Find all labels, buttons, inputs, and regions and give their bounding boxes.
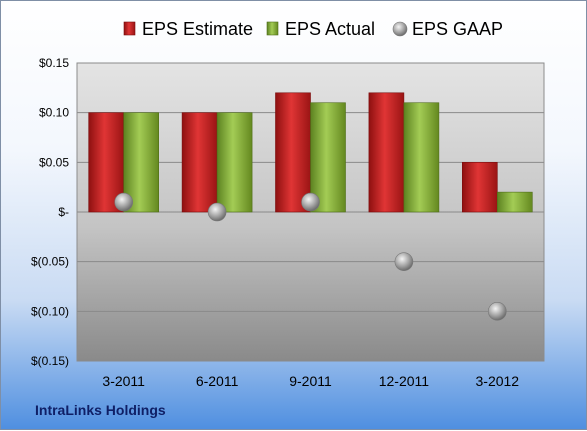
bar-eps-estimate (275, 92, 311, 213)
y-tick-label: $0.15 (39, 56, 69, 70)
y-tick-label: $0.10 (39, 106, 69, 120)
bar-eps-actual (496, 191, 533, 213)
bars (88, 92, 533, 213)
legend-label: EPS GAAP (412, 19, 503, 39)
legend-label: EPS Estimate (142, 19, 253, 39)
x-tick-label: 9-2011 (289, 373, 332, 389)
x-tick-label: 12-2011 (379, 373, 430, 389)
gaap-markers (114, 192, 507, 321)
marker-eps-gaap (394, 252, 414, 271)
bar-eps-actual (310, 102, 346, 213)
bar-eps-estimate (181, 112, 218, 213)
bar-eps-estimate (461, 162, 498, 213)
y-tick-label: $(0.15) (31, 354, 69, 368)
x-tick-label: 3-2011 (102, 373, 145, 389)
legend: EPS Estimate EPS Actual EPS GAAP (123, 19, 503, 39)
y-tick-label: $(0.05) (31, 255, 69, 269)
marker-eps-gaap (114, 192, 133, 212)
legend-swatch (266, 21, 279, 36)
marker-eps-gaap (207, 202, 227, 222)
y-tick-label: $0.05 (39, 155, 69, 169)
bar-eps-actual (403, 102, 440, 213)
legend-label: EPS Actual (285, 19, 375, 39)
y-tick-label: $- (58, 205, 69, 219)
y-axis-ticks: $0.15 $0.10 $0.05 $- $(0.05) $(0.10) $(0.15) (31, 56, 69, 368)
bar-eps-actual (216, 112, 253, 213)
bar-eps-estimate (368, 92, 405, 213)
legend-swatch (123, 21, 136, 36)
company-name: IntraLinks Holdings (35, 402, 166, 418)
marker-eps-gaap (487, 302, 507, 321)
y-tick-label: $(0.10) (31, 304, 69, 318)
legend-swatch (392, 21, 408, 37)
x-tick-label: 3-2012 (476, 373, 520, 389)
x-tick-label: 6-2011 (196, 373, 239, 389)
x-axis-ticks: 3-2011 6-2011 9-2011 12-2011 3-2012 (102, 373, 519, 389)
marker-eps-gaap (301, 192, 320, 212)
